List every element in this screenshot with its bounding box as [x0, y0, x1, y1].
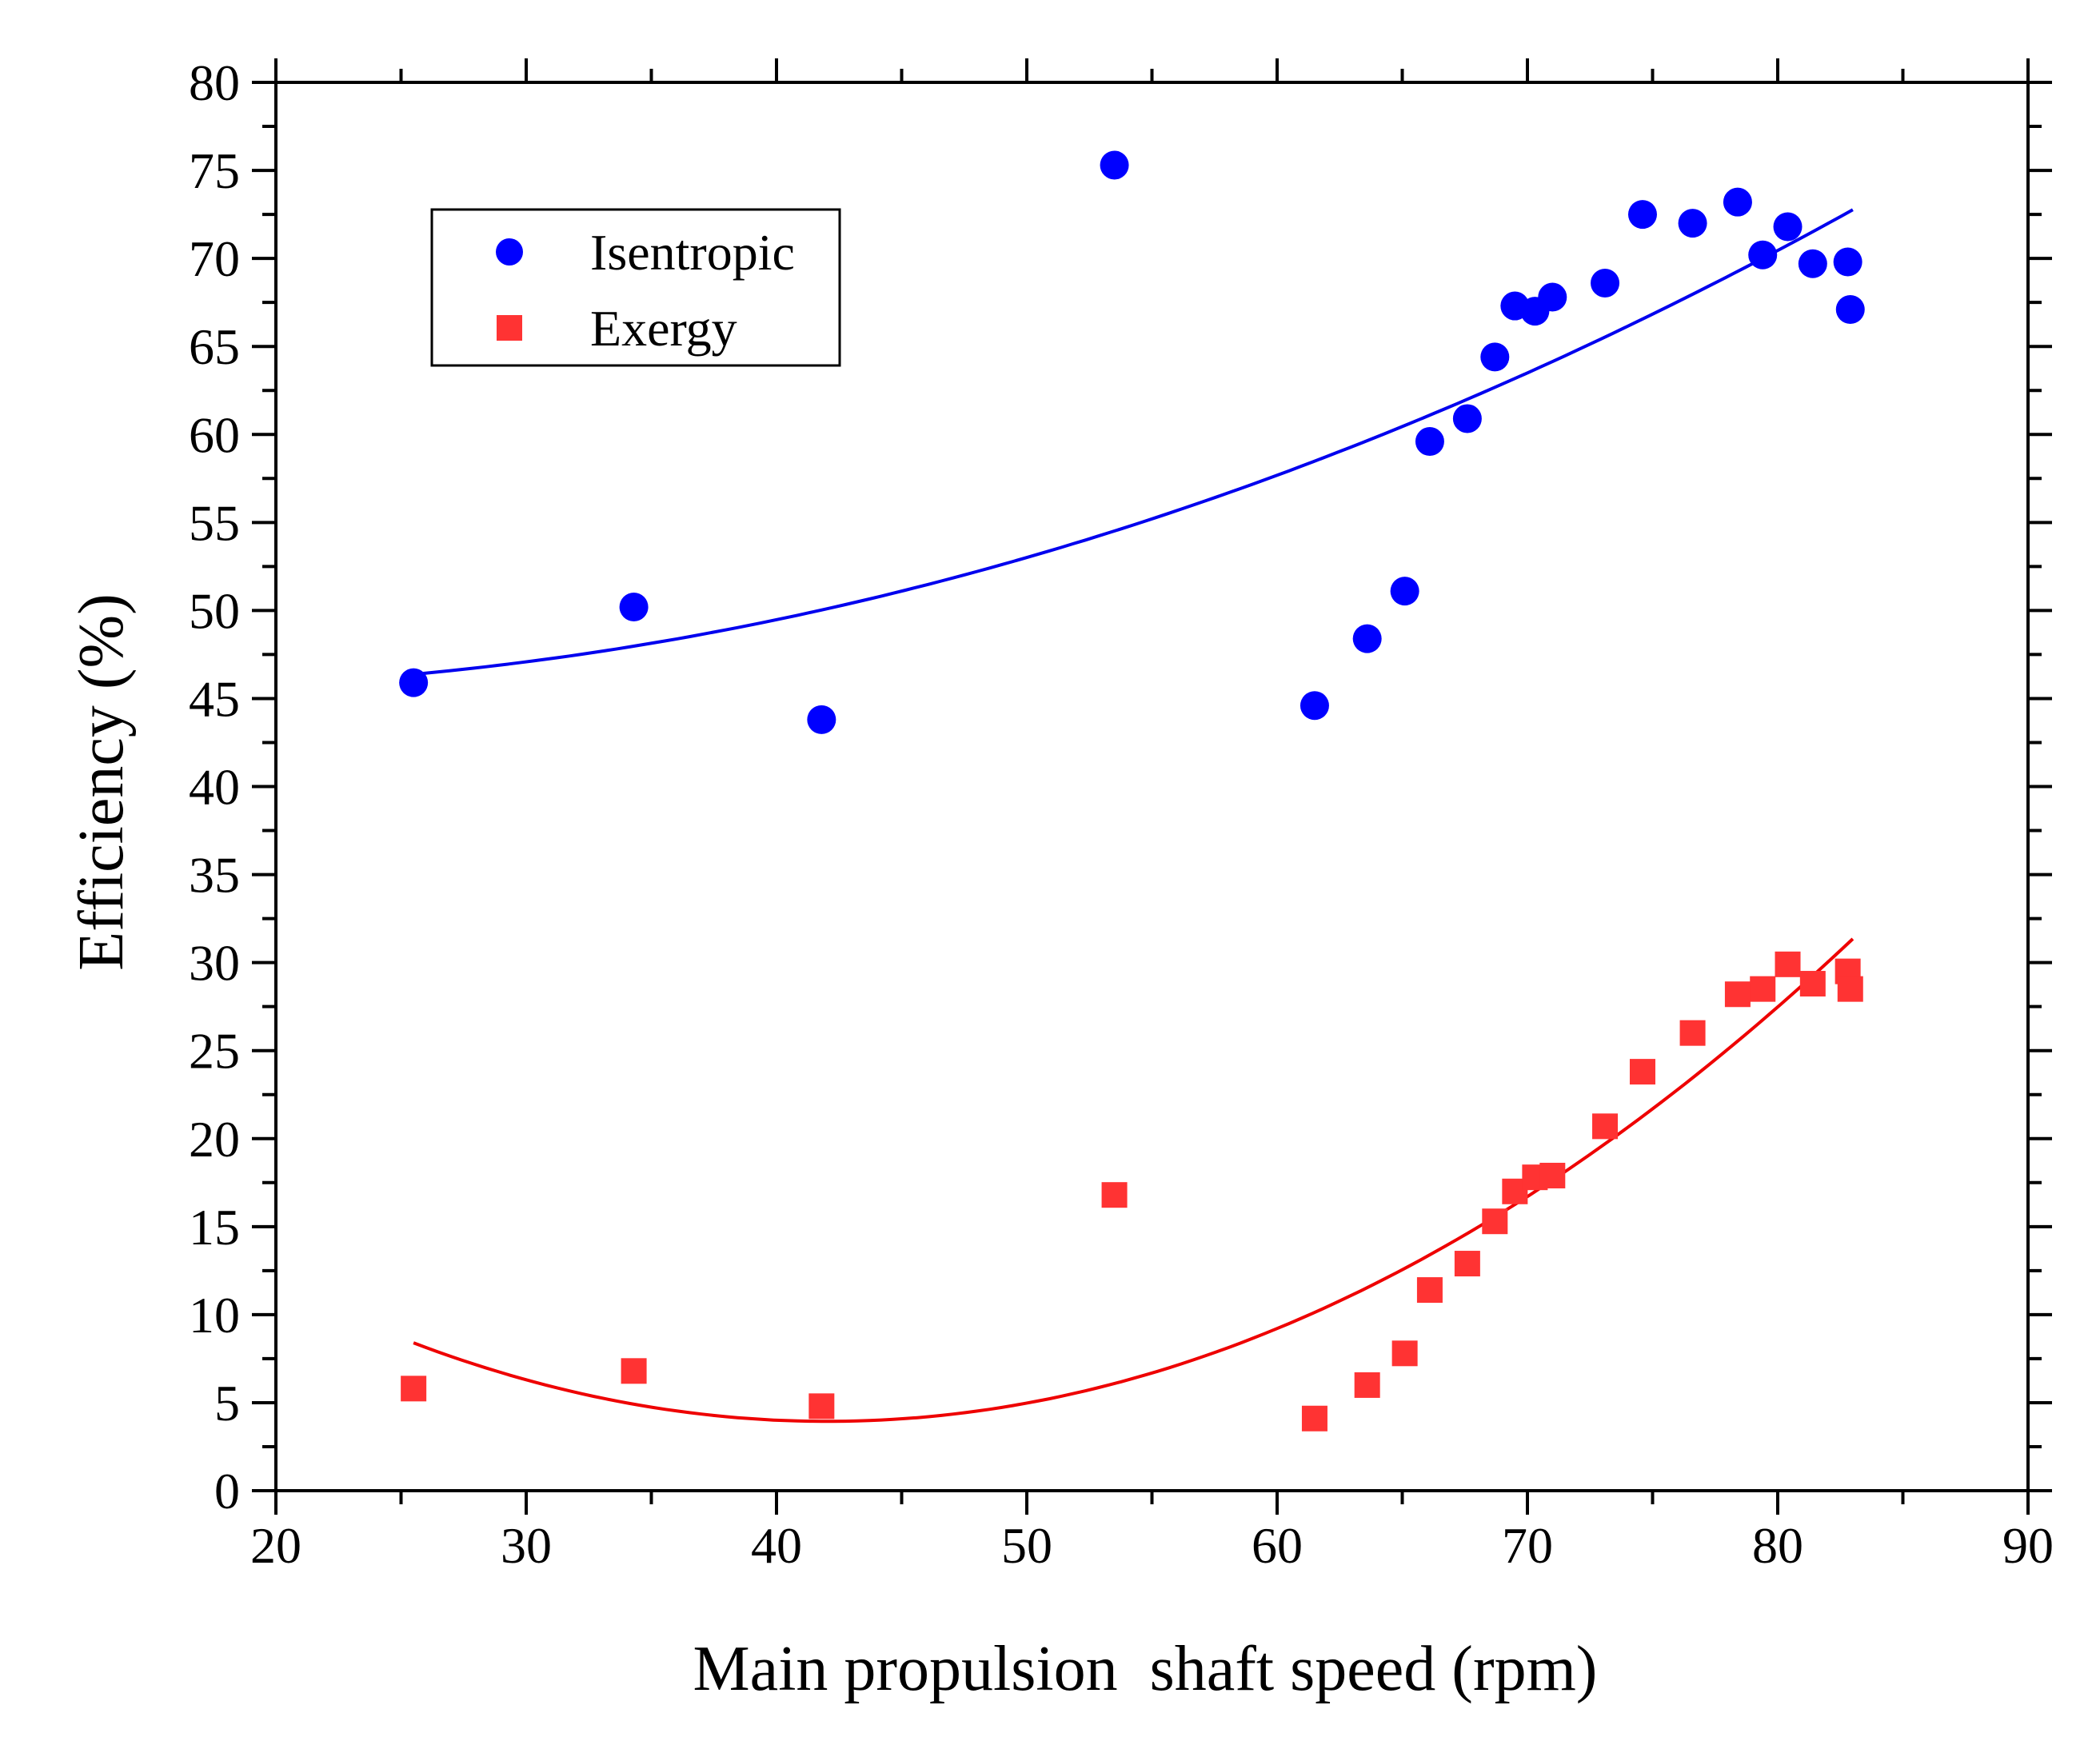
exergy-point	[1354, 1372, 1380, 1398]
isentropic-point	[399, 668, 429, 697]
y-tick-label: 65	[189, 318, 240, 375]
exergy-point	[1592, 1113, 1619, 1140]
x-axis-title: Main propulsion shaft speed (rpm)	[693, 1634, 1598, 1704]
isentropic-point	[1100, 150, 1129, 180]
exergy-point	[1454, 1251, 1480, 1277]
isentropic-point	[1415, 427, 1444, 457]
exergy-point	[1391, 1340, 1418, 1367]
exergy-point	[1482, 1208, 1508, 1235]
exergy-point	[1416, 1277, 1443, 1304]
y-tick-label: 30	[189, 935, 240, 992]
isentropic-point	[1773, 212, 1803, 242]
y-tick-label: 70	[189, 230, 240, 287]
x-tick-label: 30	[501, 1517, 552, 1574]
exergy-point	[1775, 951, 1801, 977]
x-tick-label: 90	[2002, 1517, 2054, 1574]
y-tick-label: 15	[189, 1199, 240, 1256]
y-axis-title: Efficiency (%)	[66, 593, 137, 971]
y-tick-label: 60	[189, 406, 240, 463]
exergy-point	[1539, 1162, 1566, 1188]
exergy-point	[1629, 1059, 1655, 1085]
exergy-point	[808, 1393, 835, 1420]
isentropic-fit-line	[413, 208, 1854, 677]
y-tick-label: 5	[214, 1375, 240, 1432]
axes: 20 30 40 50 60 70 80 90 0 5 10 15 20 25 30 35 40 45 50 55 60…	[189, 54, 2054, 1574]
exergy-point	[1837, 976, 1863, 1002]
isentropic-point	[1452, 404, 1482, 433]
legend-marker-isentropic	[496, 238, 523, 266]
y-tick-label: 75	[189, 142, 240, 199]
x-tick-label: 60	[1252, 1517, 1303, 1574]
isentropic-point	[1798, 249, 1827, 278]
y-tick-label: 45	[189, 670, 240, 727]
x-tick-label: 40	[751, 1517, 802, 1574]
isentropic-point	[1300, 691, 1329, 721]
exergy-point	[1750, 976, 1776, 1002]
x-tick-label: 20	[250, 1517, 301, 1574]
y-tick-label: 55	[189, 494, 240, 551]
y-tick-label: 0	[214, 1463, 240, 1519]
isentropic-point	[1627, 200, 1657, 230]
y-tick-label: 35	[189, 847, 240, 904]
isentropic-point	[1480, 342, 1510, 372]
y-tick-label: 20	[189, 1111, 240, 1168]
isentropic-point	[619, 592, 649, 621]
exergy-point	[1301, 1405, 1327, 1432]
x-tick-label: 50	[1001, 1517, 1052, 1574]
isentropic-point	[1678, 209, 1707, 238]
exergy-point	[1724, 981, 1751, 1008]
x-tick-label: 80	[1752, 1517, 1803, 1574]
y-tick-label: 40	[189, 759, 240, 816]
legend-label-exergy: Exergy	[590, 300, 737, 357]
legend-marker-exergy	[497, 315, 522, 341]
isentropic-point	[1591, 268, 1620, 297]
exergy-point	[1679, 1020, 1706, 1046]
y-tick-label: 10	[189, 1287, 240, 1344]
isentropic-point	[1835, 294, 1865, 324]
exergy-point	[1101, 1182, 1128, 1208]
y-tick-label: 50	[189, 582, 240, 639]
isentropic-point	[1538, 282, 1567, 312]
x-tick-label: 70	[1502, 1517, 1553, 1574]
exergy-point	[401, 1376, 427, 1402]
y-tick-label: 25	[189, 1023, 240, 1080]
isentropic-point	[1833, 247, 1862, 277]
data-points	[399, 150, 1865, 1432]
isentropic-point	[807, 705, 836, 734]
isentropic-point	[1352, 624, 1382, 653]
legend: Isentropic Exergy	[430, 208, 841, 367]
isentropic-point	[1390, 577, 1419, 606]
exergy-point	[1799, 971, 1826, 997]
isentropic-point	[1723, 187, 1752, 217]
isentropic-point	[1748, 240, 1778, 270]
y-tick-label: 80	[189, 54, 240, 111]
exergy-point	[621, 1358, 647, 1384]
legend-label-isentropic: Isentropic	[590, 224, 795, 281]
